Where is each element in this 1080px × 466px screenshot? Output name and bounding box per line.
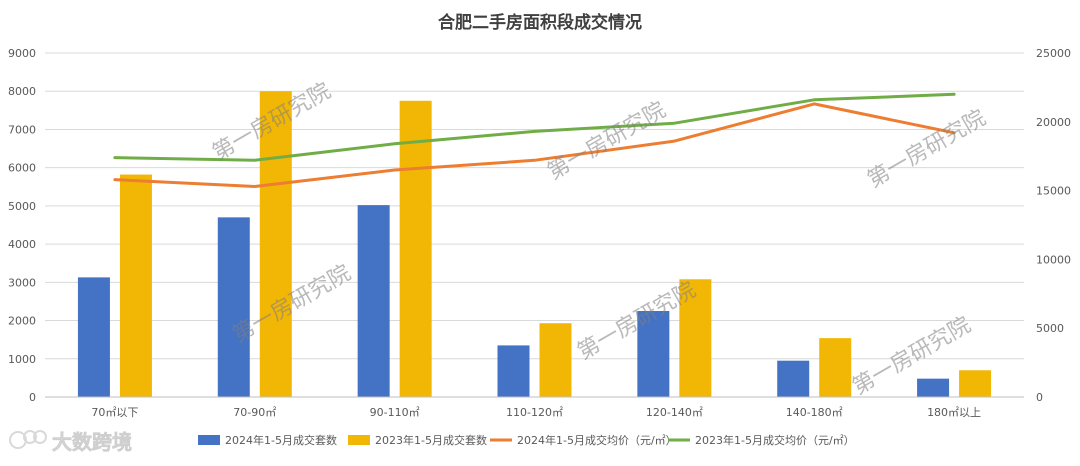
bar xyxy=(819,338,852,397)
bar xyxy=(259,91,292,397)
x-tick-label: 70㎡以下 xyxy=(91,406,138,419)
y-left-tick-label: 9000 xyxy=(8,47,36,60)
y-right-tick-label: 10000 xyxy=(1036,253,1071,266)
y-left-tick-label: 7000 xyxy=(8,123,36,136)
y-left-tick-label: 1000 xyxy=(8,353,36,366)
bars xyxy=(77,91,992,398)
bar xyxy=(539,323,572,397)
series-line xyxy=(113,102,956,188)
x-tick-label: 140-180㎡ xyxy=(786,406,843,419)
y-right-tick-label: 20000 xyxy=(1036,116,1071,129)
y-left-tick-label: 2000 xyxy=(8,315,36,328)
bar xyxy=(357,205,390,397)
grid xyxy=(45,52,1024,398)
legend: 2024年1-5月成交套数 2023年1-5月成交套数 2024年1-5月成交均价（… xyxy=(198,433,855,447)
x-tick-label: 110-120㎡ xyxy=(506,406,563,419)
bar xyxy=(497,345,530,397)
brand-logo: 大数跨境 xyxy=(9,430,132,454)
watermark-text: 第一房研究院 xyxy=(543,98,670,186)
bar xyxy=(637,311,670,397)
x-tick-label: 180㎡以上 xyxy=(927,406,981,419)
brand-logo-text: 大数跨境 xyxy=(52,430,132,454)
y-left-tick-label: 8000 xyxy=(8,85,36,98)
bar xyxy=(217,217,250,397)
bar xyxy=(959,370,992,397)
legend-label: 2024年1-5月成交套数 xyxy=(225,433,337,447)
legend-label: 2023年1-5月成交均价（元/㎡） xyxy=(695,433,855,447)
lines xyxy=(113,92,956,188)
bar xyxy=(679,279,712,397)
bar xyxy=(399,100,432,398)
y-left-tick-label: 0 xyxy=(29,391,36,404)
y-right-tick-label: 5000 xyxy=(1036,322,1064,335)
x-tick-label: 70-90㎡ xyxy=(233,406,276,419)
legend-swatch xyxy=(348,435,370,445)
y-left-tick-label: 4000 xyxy=(8,238,36,251)
x-tick-label: 120-140㎡ xyxy=(646,406,703,419)
chart-title: 合肥二手房面积段成交情况 xyxy=(438,12,642,33)
bar xyxy=(777,360,810,397)
legend-swatch xyxy=(198,435,220,445)
y-left-tick-label: 3000 xyxy=(8,276,36,289)
legend-label: 2024年1-5月成交均价（元/㎡） xyxy=(517,433,677,447)
y-left-tick-label: 6000 xyxy=(8,162,36,175)
y-right-tick-label: 15000 xyxy=(1036,185,1071,198)
watermark-text: 第一房研究院 xyxy=(848,313,975,401)
axes: 0 1000 2000 3000 4000 5000 6000 7000 8000 9000 0 50… xyxy=(8,47,1071,419)
bar xyxy=(119,174,152,397)
series-line xyxy=(113,92,956,162)
y-right-tick-label: 25000 xyxy=(1036,47,1071,60)
legend-label: 2023年1-5月成交套数 xyxy=(375,433,487,447)
y-left-tick-label: 5000 xyxy=(8,200,36,213)
y-right-tick-label: 0 xyxy=(1036,391,1043,404)
x-tick-label: 90-110㎡ xyxy=(370,406,420,419)
bar xyxy=(77,277,110,397)
bar xyxy=(917,378,950,397)
brand-logo-icon xyxy=(9,430,47,449)
